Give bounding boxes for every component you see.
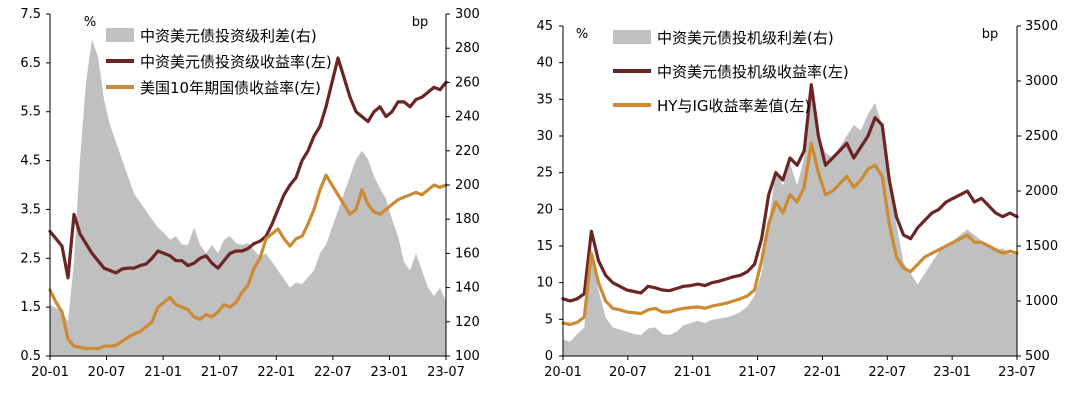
right-unit-label: bp	[412, 15, 429, 30]
y-left-tick-label: 35	[536, 92, 553, 107]
x-tick-label: 22-01	[257, 365, 295, 380]
series-area-spread	[50, 39, 446, 356]
x-tick-label: 21-01	[674, 365, 712, 380]
y-right-tick-label: 180	[455, 212, 480, 227]
x-tick-label: 21-07	[201, 365, 239, 380]
y-right-tick-label: 200	[455, 178, 480, 193]
y-left-tick-label: 40	[536, 56, 553, 71]
y-left-tick-label: 5	[545, 312, 553, 327]
y-left-tick-label: 3.5	[20, 202, 41, 217]
right-unit-label: bp	[982, 27, 999, 42]
y-left-tick-label: 2.5	[20, 251, 41, 266]
y-right-tick-label: 1500	[1025, 239, 1058, 254]
y-right-tick-label: 1000	[1025, 294, 1058, 309]
y-left-tick-label: 1.5	[20, 300, 41, 315]
series-line-1	[561, 83, 1019, 303]
x-tick-label: 20-01	[31, 365, 69, 380]
y-right-tick-label: 3000	[1025, 74, 1058, 89]
legend-label: 中资美元债投机级利差(右)	[657, 29, 834, 47]
legend-label: HY与IG收益率差值(左)	[657, 97, 810, 115]
y-left-tick-label: 6.5	[20, 56, 41, 71]
y-left-tick-label: 15	[536, 239, 553, 254]
y-right-tick-label: 100	[455, 349, 480, 364]
y-right-tick-label: 2000	[1025, 184, 1058, 199]
y-left-tick-label: 25	[536, 166, 553, 181]
x-tick-label: 23-01	[371, 365, 409, 380]
legend-label: 中资美元债投资级利差(右)	[140, 27, 317, 45]
series-line-1	[48, 56, 448, 280]
legend-label: 中资美元债投机级收益率(左)	[657, 63, 849, 81]
x-tick-label: 21-07	[739, 365, 777, 380]
x-tick-label: 22-07	[868, 365, 906, 380]
y-left-tick-label: 30	[536, 129, 553, 144]
y-left-tick-label: 0.5	[20, 349, 41, 364]
legend-swatch-area	[613, 30, 651, 44]
chart-1: 0.5 1.5 2.5 3.5 4.5 5.5 6.5 7.5 100 120 140 160 180 2…	[20, 7, 480, 380]
y-right-tick-label: 120	[455, 315, 480, 330]
x-tick-label: 20-01	[544, 365, 582, 380]
y-right-tick-label: 140	[455, 281, 480, 296]
y-left-tick-label: 0	[545, 349, 553, 364]
y-left-tick-label: 4.5	[20, 154, 41, 169]
series-line-2	[48, 173, 448, 351]
y-right-tick-label: 240	[455, 110, 480, 125]
x-tick-label: 23-01	[933, 365, 971, 380]
series-line-2	[561, 141, 1019, 327]
y-right-tick-label: 220	[455, 144, 480, 159]
y-right-tick-label: 2500	[1025, 129, 1058, 144]
y-right-tick-label: 260	[455, 75, 480, 90]
legend-swatch-area	[106, 28, 134, 42]
legend-label: 美国10年期国债收益率(左)	[140, 79, 321, 97]
y-right-tick-label: 160	[455, 246, 480, 261]
y-right-tick-label: 280	[455, 41, 480, 56]
x-tick-label: 22-01	[804, 365, 842, 380]
x-tick-label: 22-07	[314, 365, 352, 380]
y-right-tick-label: 3500	[1025, 19, 1058, 34]
legend-label: 中资美元债投资级收益率(左)	[140, 53, 332, 71]
y-right-tick-label: 500	[1025, 349, 1050, 364]
y-left-tick-label: 7.5	[20, 7, 41, 22]
y-left-tick-label: 45	[536, 19, 553, 34]
x-tick-label: 20-07	[88, 365, 126, 380]
x-tick-label: 20-07	[609, 365, 647, 380]
series-area-spread	[563, 92, 1017, 356]
x-tick-label: 21-01	[144, 365, 182, 380]
x-tick-label: 23-07	[427, 365, 465, 380]
y-right-tick-label: 300	[455, 7, 480, 22]
y-left-tick-label: 20	[536, 202, 553, 217]
left-unit-label: %	[84, 15, 96, 30]
chart-2: 0 5 10 15 20 25 30 35 40 45 500 1000 1500 2000 2500 300…	[536, 19, 1058, 380]
x-tick-label: 23-07	[998, 365, 1036, 380]
left-unit-label: %	[576, 27, 588, 42]
y-left-tick-label: 5.5	[20, 105, 41, 120]
y-left-tick-label: 10	[536, 276, 553, 291]
